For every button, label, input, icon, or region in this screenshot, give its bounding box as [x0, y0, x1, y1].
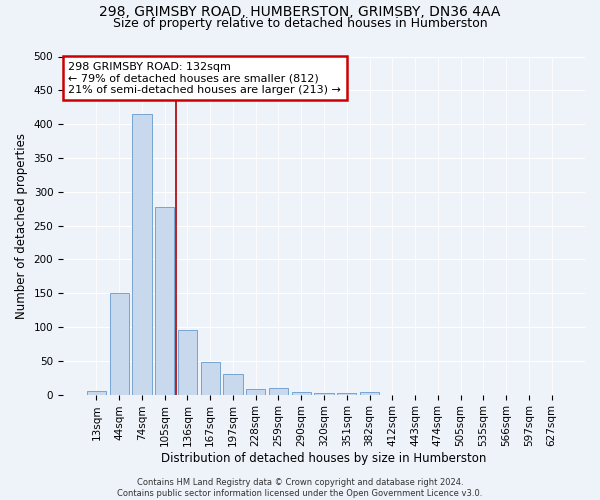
Bar: [132, 114, 152, 394]
Bar: [87, 391, 106, 394]
Bar: [337, 393, 356, 394]
Text: 298 GRIMSBY ROAD: 132sqm
← 79% of detached houses are smaller (812)
21% of semi-: 298 GRIMSBY ROAD: 132sqm ← 79% of detach…: [68, 62, 341, 95]
Bar: [292, 392, 311, 394]
X-axis label: Distribution of detached houses by size in Humberston: Distribution of detached houses by size …: [161, 452, 487, 465]
Bar: [200, 362, 220, 394]
Y-axis label: Number of detached properties: Number of detached properties: [15, 132, 28, 318]
Bar: [360, 392, 379, 394]
Bar: [178, 330, 197, 394]
Bar: [155, 206, 175, 394]
Bar: [246, 389, 265, 394]
Text: 298, GRIMSBY ROAD, HUMBERSTON, GRIMSBY, DN36 4AA: 298, GRIMSBY ROAD, HUMBERSTON, GRIMSBY, …: [100, 5, 500, 19]
Bar: [269, 388, 288, 394]
Text: Contains HM Land Registry data © Crown copyright and database right 2024.
Contai: Contains HM Land Registry data © Crown c…: [118, 478, 482, 498]
Bar: [314, 393, 334, 394]
Bar: [223, 374, 242, 394]
Bar: [110, 293, 129, 394]
Text: Size of property relative to detached houses in Humberston: Size of property relative to detached ho…: [113, 18, 487, 30]
